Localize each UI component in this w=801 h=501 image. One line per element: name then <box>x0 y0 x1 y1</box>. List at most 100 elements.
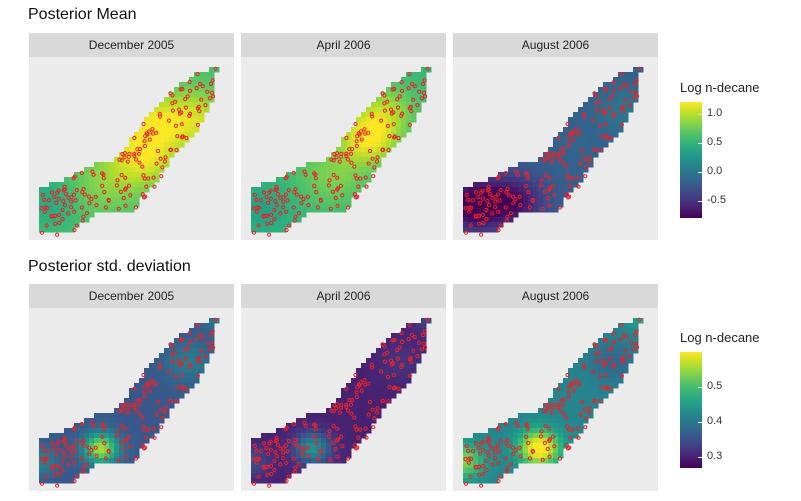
sample-point <box>594 108 599 113</box>
heatmap-cell <box>276 478 282 484</box>
sample-point <box>498 474 503 479</box>
sample-point <box>497 198 502 203</box>
sample-point <box>274 435 279 440</box>
heatmap-cell <box>341 418 347 424</box>
heatmap-cell <box>266 433 272 439</box>
heatmap-cell <box>356 368 362 374</box>
heatmap-cell <box>493 212 499 218</box>
heatmap-cell <box>69 458 75 464</box>
heatmap-cell <box>109 187 115 193</box>
heatmap-cell <box>336 423 342 429</box>
sample-point <box>132 402 137 407</box>
heatmap-cell <box>351 418 357 424</box>
heatmap-cell <box>518 438 524 444</box>
sample-point <box>406 337 411 342</box>
heatmap-cell <box>79 192 85 198</box>
heatmap-cell <box>578 152 584 158</box>
heatmap-cell <box>281 473 287 479</box>
sample-point <box>74 188 79 193</box>
heatmap-cell <box>296 177 302 183</box>
sample-point <box>493 205 498 210</box>
sample-point <box>205 340 210 345</box>
heatmap-cell <box>371 413 377 419</box>
heatmap-cell <box>473 438 479 444</box>
heatmap-cell <box>336 433 342 439</box>
heatmap-cell <box>553 408 559 414</box>
heatmap-cell <box>366 378 372 384</box>
heatmap-cell <box>109 458 115 464</box>
heatmap-cell <box>411 323 417 329</box>
heatmap-cell <box>189 132 195 138</box>
heatmap-cell <box>261 453 267 459</box>
heatmap-cell <box>39 217 45 223</box>
heatmap-cell <box>149 112 155 118</box>
heatmap-svg <box>463 66 644 237</box>
heatmap-cell <box>184 117 190 123</box>
sample-point <box>115 429 120 434</box>
heatmap-cell <box>79 433 85 439</box>
sample-point <box>82 192 87 197</box>
heatmap-cell <box>64 428 70 434</box>
heatmap-cell <box>396 368 402 374</box>
heatmap-cell <box>149 433 155 439</box>
heatmap-cell <box>301 197 307 203</box>
heatmap-cell <box>406 102 412 108</box>
sample-point <box>258 198 263 203</box>
heatmap-cell <box>533 423 539 429</box>
heatmap-cell <box>376 107 382 113</box>
sample-point <box>362 382 368 387</box>
heatmap-cell <box>381 378 387 384</box>
heatmap-cell <box>341 152 347 158</box>
sample-point <box>505 465 510 470</box>
heatmap-cell <box>139 187 145 193</box>
heatmap-cell <box>553 152 559 158</box>
sample-point <box>251 457 256 462</box>
heatmap-cell <box>251 478 257 484</box>
heatmap-cell <box>199 97 205 103</box>
heatmap-cell <box>164 97 170 103</box>
heatmap-cell <box>316 167 322 173</box>
heatmap-cell <box>301 182 307 188</box>
sample-point <box>303 172 308 177</box>
heatmap-cell <box>174 127 180 133</box>
sample-point <box>126 434 132 439</box>
heatmap-cell <box>209 333 215 339</box>
heatmap-cell <box>169 373 175 379</box>
heatmap-cell <box>366 358 372 364</box>
heatmap-cell <box>301 177 307 183</box>
heatmap-cell <box>553 147 559 153</box>
heatmap-cell <box>174 368 180 374</box>
legend-tick-label: 0.3 <box>707 450 723 463</box>
heatmap-cell <box>129 418 135 424</box>
sample-point <box>303 423 308 428</box>
heatmap-cell <box>341 413 347 419</box>
heatmap-cell <box>311 192 317 198</box>
sample-point <box>486 187 492 192</box>
heatmap-cell <box>179 353 185 359</box>
heatmap-cell <box>543 202 549 208</box>
sample-point <box>72 228 77 233</box>
heatmap-cell <box>154 408 160 414</box>
heatmap-cell <box>548 413 554 419</box>
heatmap-cell <box>64 443 70 449</box>
heatmap-cell <box>271 453 277 459</box>
heatmap-cell <box>94 182 100 188</box>
sample-point <box>498 223 503 228</box>
heatmap-cell <box>154 428 160 434</box>
heatmap-cell <box>311 162 317 168</box>
heatmap-cell <box>533 458 539 464</box>
heatmap-cell <box>346 152 352 158</box>
heatmap-cell <box>164 102 170 108</box>
heatmap-cell <box>603 363 609 369</box>
heatmap-cell <box>266 192 272 198</box>
heatmap-cell <box>588 403 594 409</box>
sample-point <box>147 388 152 393</box>
heatmap-panel <box>29 308 234 491</box>
heatmap-cell <box>563 127 569 133</box>
sample-point <box>382 93 387 98</box>
sample-point <box>331 158 336 163</box>
heatmap-cell <box>286 453 292 459</box>
sample-point <box>611 88 617 94</box>
heatmap-cell <box>266 227 272 233</box>
sample-point <box>366 161 371 166</box>
